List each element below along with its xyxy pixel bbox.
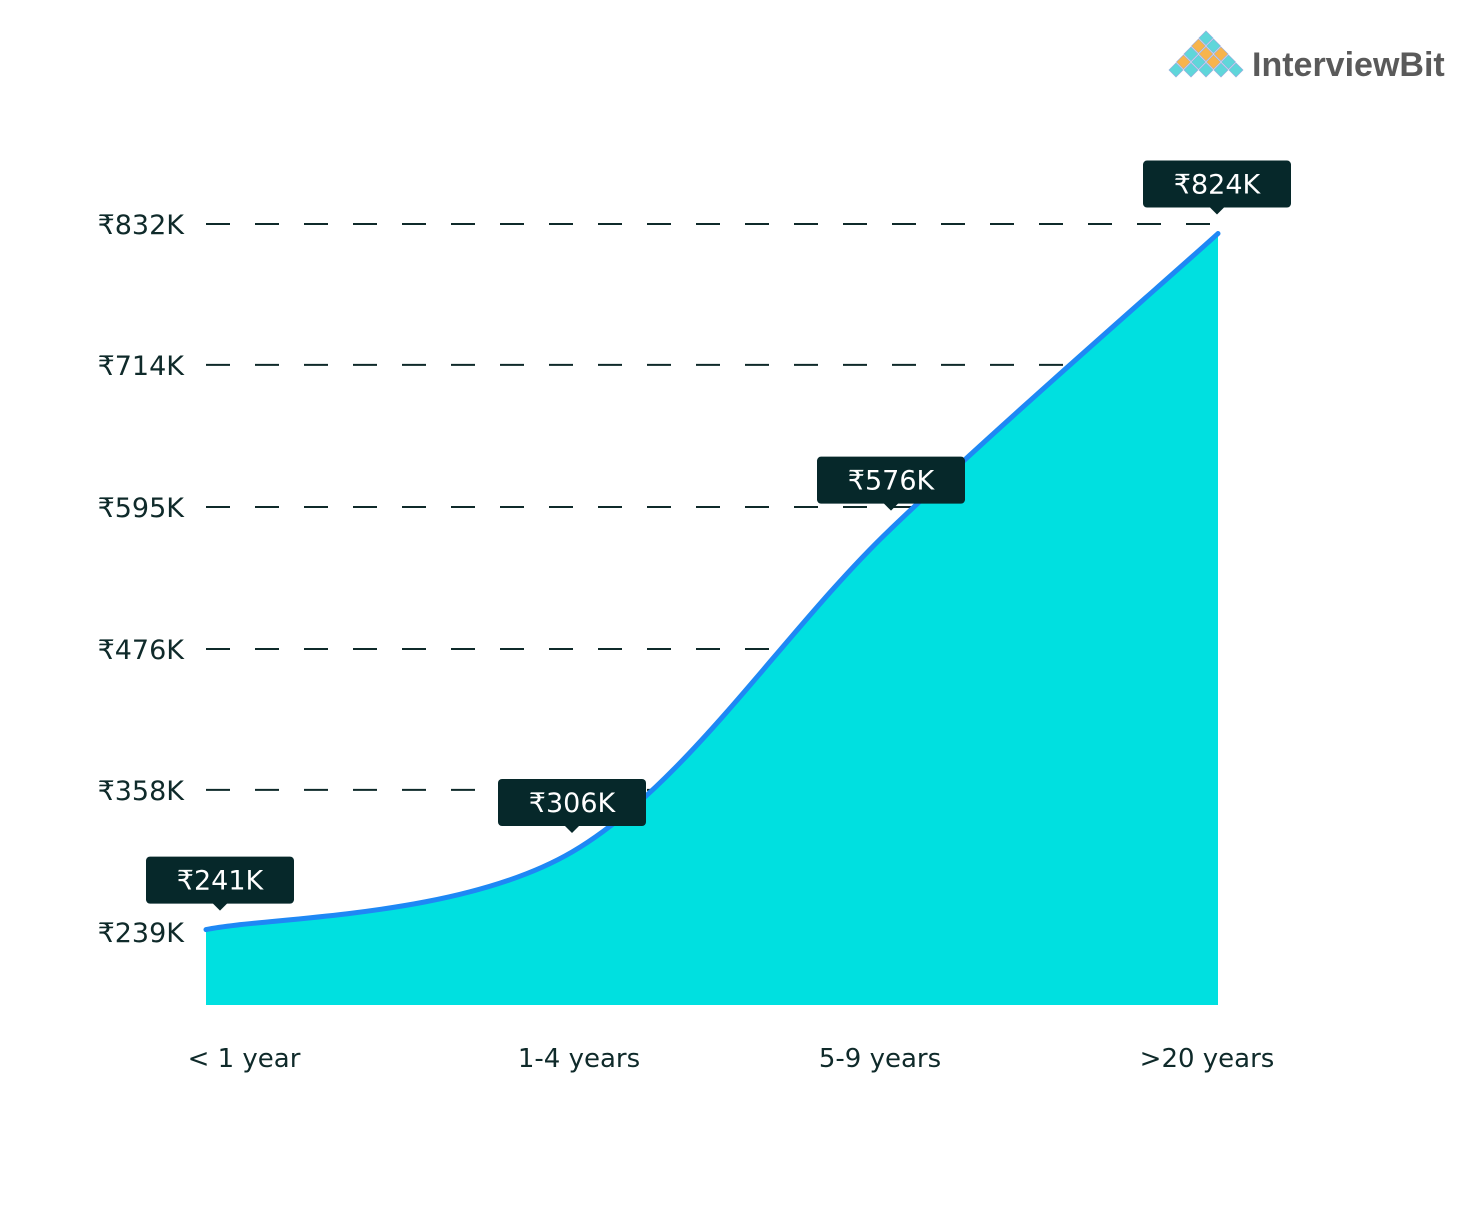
logo-diamond	[1198, 30, 1214, 46]
data-label-bg	[146, 856, 294, 904]
data-label-text: ₹576K	[848, 466, 936, 497]
series-line	[203, 231, 1221, 933]
logo-diamond	[1191, 54, 1206, 70]
logo-diamond	[1183, 62, 1199, 78]
y-tick-label: ₹595K	[98, 493, 186, 524]
logo-diamond	[1213, 62, 1229, 78]
logo-diamond	[1176, 54, 1191, 70]
y-tick-label: ₹476K	[98, 635, 186, 666]
logo-diamond	[1198, 46, 1214, 62]
data-labels: ₹241K ₹306K ₹576K ₹824K	[146, 160, 1291, 911]
data-label: ₹306K	[498, 779, 646, 834]
data-label: ₹576K	[817, 456, 965, 511]
y-tick-label: ₹832K	[98, 210, 186, 241]
logo-diamond	[1221, 54, 1236, 70]
area-fill	[206, 233, 1218, 1005]
y-axis: ₹239K ₹358K ₹476K ₹595K ₹714K ₹832K	[98, 210, 186, 949]
data-label-pointer	[564, 825, 580, 834]
y-tick-label: ₹358K	[98, 776, 186, 807]
data-label-bg	[817, 456, 965, 504]
x-tick-label: < 1 year	[188, 1044, 301, 1074]
x-axis: < 1 year 1-4 years 5-9 years >20 years	[188, 1044, 1275, 1074]
data-label-text: ₹241K	[177, 866, 265, 897]
data-label-text: ₹824K	[1174, 170, 1262, 201]
data-label-bg	[1143, 160, 1291, 208]
logo-wordmark: InterviewBit	[1252, 46, 1445, 84]
data-label-pointer	[883, 502, 899, 511]
x-tick-label: 1-4 years	[518, 1044, 640, 1074]
logo-diamond	[1168, 62, 1184, 78]
data-label: ₹824K	[1143, 160, 1291, 215]
data-label-pointer	[212, 902, 228, 911]
logo-diamond	[1206, 54, 1221, 70]
data-label: ₹241K	[146, 856, 294, 911]
y-tick-label: ₹239K	[98, 918, 186, 949]
x-tick-label: >20 years	[1140, 1044, 1275, 1074]
logo-diamond	[1228, 62, 1244, 78]
logo-diamond	[1183, 46, 1199, 62]
data-label-bg	[498, 779, 646, 827]
x-tick-label: 5-9 years	[819, 1044, 941, 1074]
y-tick-label: ₹714K	[98, 351, 186, 382]
logo-diamond	[1213, 46, 1229, 62]
logo-diamond	[1206, 38, 1221, 54]
logo-diamond	[1198, 62, 1214, 78]
data-label-text: ₹306K	[529, 788, 617, 819]
data-label-pointer	[1209, 206, 1225, 215]
logo-diamond	[1191, 38, 1206, 54]
interviewbit-logo: InterviewBit	[1168, 30, 1445, 84]
area-series	[203, 231, 1221, 1005]
